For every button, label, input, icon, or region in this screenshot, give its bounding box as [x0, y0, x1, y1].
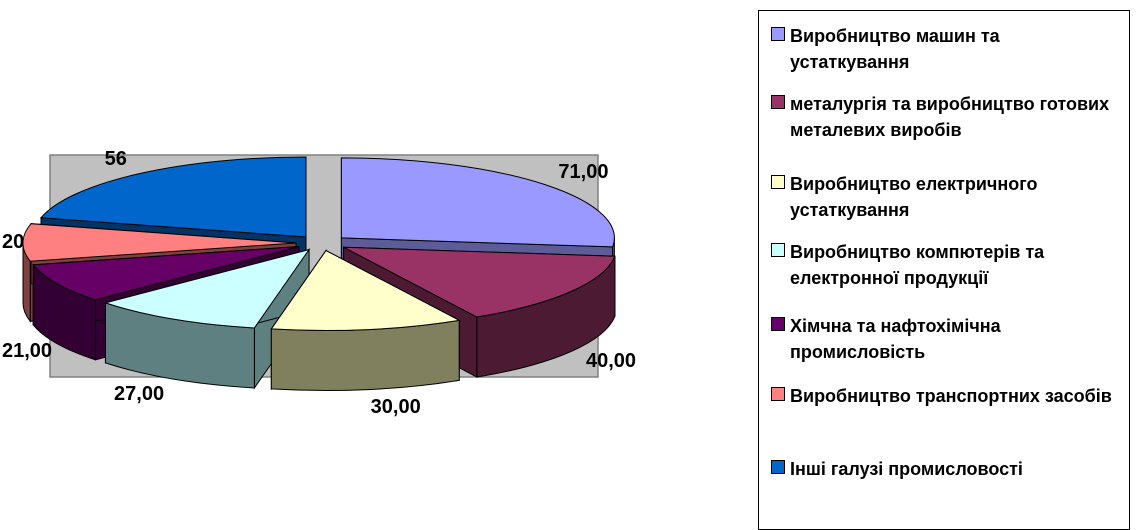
- legend: Виробництво машин та устаткування металу…: [758, 10, 1130, 530]
- legend-item: Виробництво електричного устаткування: [771, 171, 1120, 223]
- legend-label: Інші галузі промисловості: [790, 459, 1023, 479]
- legend-swatch: [771, 387, 785, 401]
- legend-label: Хімчна та нафтохімічна промисловість: [790, 316, 1001, 362]
- pie-chart: [22, 154, 616, 392]
- slice-top: [270, 249, 461, 332]
- legend-label: Виробництво транспортних засобів: [790, 386, 1112, 406]
- slice-top: [39, 156, 307, 238]
- legend-swatch: [771, 317, 785, 331]
- slice-top: [340, 157, 615, 248]
- legend-item: Виробництво компютерів та електронної пр…: [771, 239, 1120, 291]
- data-label: 30,00: [370, 395, 421, 418]
- data-label: 71,00: [558, 161, 609, 184]
- legend-item: Виробництво машин та устаткування: [771, 23, 1120, 75]
- data-label: 27,00: [114, 383, 165, 406]
- legend-label: Виробництво машин та устаткування: [790, 26, 1000, 72]
- slice-top: [32, 246, 300, 301]
- data-label: 40,00: [585, 349, 637, 372]
- legend-item: Виробництво транспортних засобів: [771, 383, 1120, 409]
- legend-swatch: [771, 27, 785, 41]
- legend-swatch: [771, 460, 785, 474]
- pie-slice: [270, 248, 461, 392]
- data-label: 21,00: [2, 340, 53, 363]
- legend-item: Інші галузі промисловості: [771, 456, 1120, 482]
- legend-item: металургія та виробництво готових метале…: [771, 91, 1120, 143]
- slice-top: [343, 246, 616, 318]
- slice-top: [22, 223, 297, 262]
- legend-swatch: [771, 243, 785, 257]
- legend-label: металургія та виробництво готових метале…: [790, 94, 1110, 140]
- slice-side: [270, 319, 460, 392]
- legend-swatch: [771, 95, 785, 109]
- legend-label: Виробництво компютерів та електронної пр…: [790, 242, 1045, 288]
- slice-top: [103, 248, 311, 329]
- data-label: 20: [2, 230, 25, 253]
- legend-label: Виробництво електричного устаткування: [790, 174, 1038, 220]
- legend-swatch: [771, 175, 785, 189]
- legend-item: Хімчна та нафтохімічна промисловість: [771, 313, 1120, 365]
- data-label: 56: [104, 148, 127, 171]
- pie-slices: [22, 156, 616, 392]
- pie-slice: [103, 248, 311, 390]
